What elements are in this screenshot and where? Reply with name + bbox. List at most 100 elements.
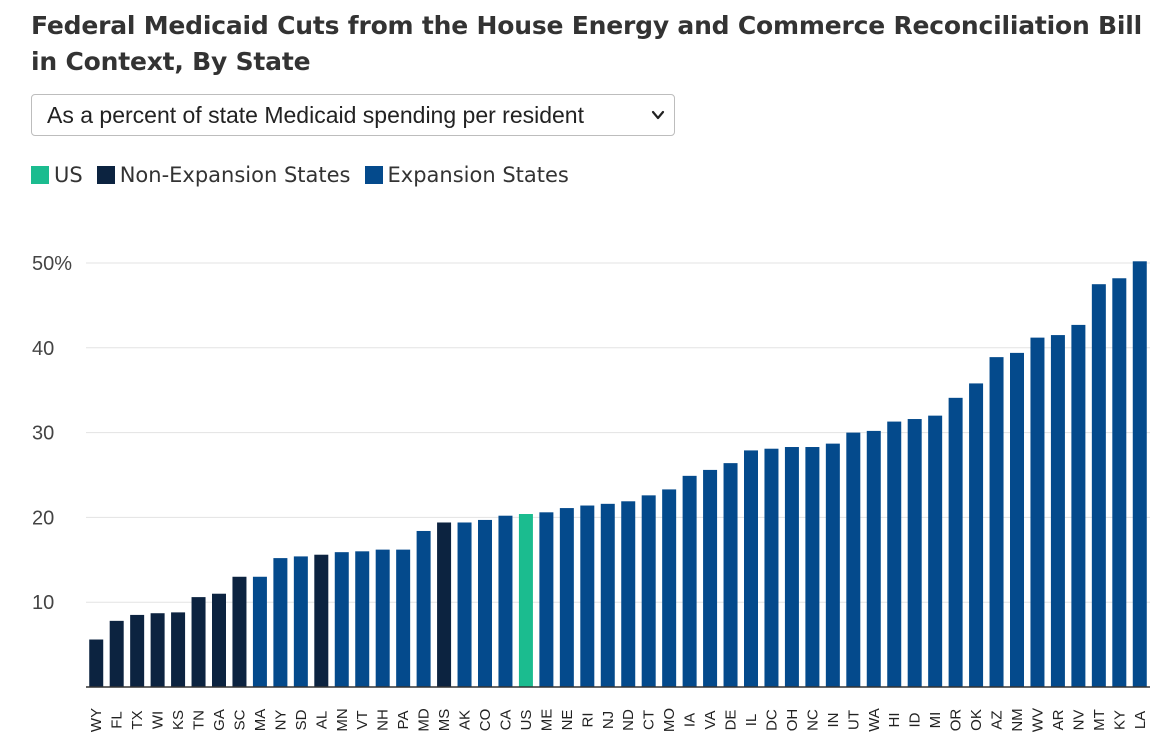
x-tick-label: ND [620, 709, 637, 731]
bar-ak[interactable] [457, 522, 472, 687]
x-tick-label: WI [150, 711, 167, 729]
legend-label-non-expansion: Non-Expansion States [119, 163, 351, 187]
legend-item-non-expansion[interactable]: Non-Expansion States [96, 163, 351, 187]
y-tick-label: 40 [32, 338, 54, 360]
bar-fl[interactable] [109, 620, 124, 687]
bar-me[interactable] [539, 512, 554, 687]
bar-sd[interactable] [293, 556, 308, 687]
bar-wa[interactable] [866, 430, 881, 687]
bar-md[interactable] [416, 530, 431, 687]
measure-dropdown[interactable]: As a percent of state Medicaid spending … [31, 94, 675, 136]
legend-label-us: US [54, 163, 83, 187]
x-tick-label: FL [109, 711, 126, 729]
x-tick-label: IA [682, 713, 699, 727]
x-tick-label: MT [1091, 709, 1108, 731]
x-tick-label: US [518, 710, 535, 731]
bar-mt[interactable] [1091, 284, 1106, 687]
chart-title: Federal Medicaid Cuts from the House Ene… [31, 11, 1143, 76]
x-tick-label: OR [948, 709, 965, 732]
bar-vt[interactable] [355, 551, 370, 687]
x-tick-label: NH [375, 709, 392, 731]
bar-ia[interactable] [682, 475, 697, 687]
bar-ny[interactable] [273, 558, 288, 687]
bar-mo[interactable] [662, 489, 677, 687]
bar-ct[interactable] [641, 495, 656, 687]
bar-hi[interactable] [887, 421, 902, 687]
legend-item-expansion[interactable]: Expansion States [364, 163, 569, 187]
bar-nc[interactable] [805, 447, 820, 687]
x-tick-label: KS [170, 710, 187, 730]
bar-ga[interactable] [212, 593, 226, 687]
x-tick-label: AZ [989, 710, 1006, 729]
x-tick-label: MI [927, 712, 944, 729]
legend-label-expansion: Expansion States [387, 163, 569, 187]
bar-ky[interactable] [1112, 278, 1127, 687]
y-tick-label: 20 [32, 507, 54, 529]
bar-us[interactable] [518, 514, 533, 687]
bar-va[interactable] [703, 469, 718, 687]
bar-nh[interactable] [375, 549, 390, 687]
dropdown-selected-value: As a percent of state Medicaid spending … [47, 101, 584, 128]
y-tick-label: 30 [32, 423, 54, 445]
bar-wy[interactable] [89, 639, 104, 687]
bar-nv[interactable] [1071, 324, 1086, 687]
bar-pa[interactable] [396, 549, 411, 687]
x-tick-label: IN [825, 713, 842, 728]
bar-ne[interactable] [559, 508, 574, 687]
bar-mi[interactable] [928, 415, 943, 687]
bar-mn[interactable] [334, 552, 349, 687]
bar-ri[interactable] [580, 505, 595, 687]
bar-nm[interactable] [1010, 352, 1024, 687]
bar-sc[interactable] [232, 576, 247, 687]
bar-co[interactable] [478, 519, 492, 687]
bar-ca[interactable] [498, 515, 513, 687]
bar-ar[interactable] [1050, 335, 1065, 687]
x-tick-label: KY [1111, 710, 1128, 730]
x-tick-label: AR [1050, 709, 1067, 730]
bar-tx[interactable] [130, 614, 145, 687]
legend-swatch-expansion [364, 166, 383, 184]
bar-al[interactable] [314, 554, 329, 687]
x-tick-label: MS [436, 709, 453, 732]
x-tick-label: WY [88, 708, 105, 732]
x-tick-label: NJ [600, 711, 617, 729]
x-tick-label: DC [763, 709, 780, 731]
x-tick-label: TX [129, 710, 146, 729]
x-tick-label: VA [702, 711, 719, 730]
x-tick-label: MN [334, 708, 351, 731]
bar-de[interactable] [723, 463, 738, 687]
bar-wi[interactable] [150, 613, 165, 687]
x-tick-label: NE [559, 710, 576, 731]
bar-id[interactable] [907, 419, 922, 687]
bar-tn[interactable] [191, 597, 206, 687]
bar-nd[interactable] [621, 501, 636, 687]
x-tick-label: ME [538, 709, 555, 732]
bar-il[interactable] [744, 450, 758, 687]
bar-la[interactable] [1132, 261, 1147, 687]
bar-az[interactable] [989, 357, 1004, 687]
x-tick-label: GA [211, 709, 228, 731]
x-tick-label: CO [477, 709, 494, 732]
bar-ut[interactable] [846, 432, 861, 687]
x-tick-label: MD [416, 708, 433, 731]
x-tick-label: AL [313, 711, 330, 729]
bar-nj[interactable] [600, 503, 615, 687]
x-tick-label: LA [1132, 711, 1149, 729]
bar-wv[interactable] [1030, 337, 1045, 687]
bar-or[interactable] [948, 397, 963, 687]
bar-ks[interactable] [171, 612, 186, 687]
bar-in[interactable] [825, 443, 840, 687]
legend-item-us[interactable]: US [31, 163, 83, 187]
x-tick-label: SD [293, 709, 310, 730]
bar-oh[interactable] [784, 447, 799, 687]
bar-ma[interactable] [252, 576, 267, 687]
legend-swatch-us [31, 166, 49, 184]
bar-ms[interactable] [437, 522, 452, 687]
legend-swatch-non-expansion [96, 166, 115, 184]
y-tick-label: 50% [32, 253, 72, 275]
legend: US Non-Expansion States Expansion States [31, 163, 569, 187]
bar-ok[interactable] [969, 383, 984, 687]
x-tick-label: MO [661, 708, 678, 732]
bar-dc[interactable] [764, 448, 779, 687]
